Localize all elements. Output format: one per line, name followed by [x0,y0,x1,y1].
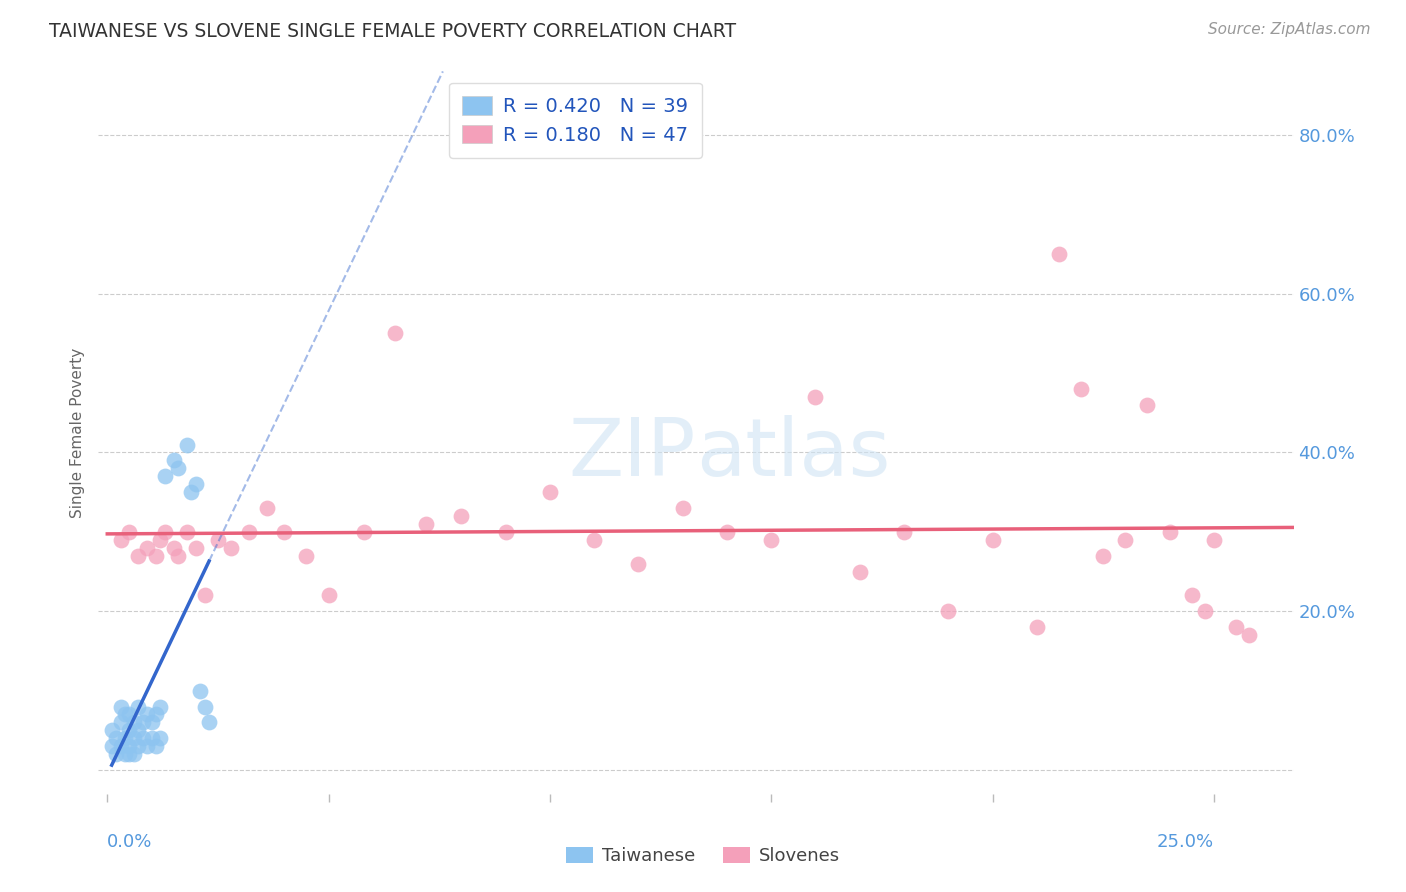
Point [127,549,149,563]
Point [893,524,915,539]
Point [145,707,167,722]
Point [149,731,172,746]
Point [672,501,695,516]
Point [716,524,738,539]
Point [198,715,221,730]
Point [1159,524,1181,539]
Point [538,485,561,500]
Legend: R = 0.420   N = 39, R = 0.180   N = 47: R = 0.420 N = 39, R = 0.180 N = 47 [449,83,702,159]
Point [118,723,141,738]
Point [127,723,149,738]
Point [122,715,145,730]
Legend: Taiwanese, Slovenes: Taiwanese, Slovenes [560,839,846,872]
Point [176,437,198,451]
Point [936,604,959,618]
Point [1047,247,1070,261]
Text: Source: ZipAtlas.com: Source: ZipAtlas.com [1208,22,1371,37]
Point [163,453,186,467]
Point [238,524,260,539]
Point [149,533,172,547]
Point [114,707,136,722]
Point [804,390,827,404]
Point [1194,604,1216,618]
Text: 0.0%: 0.0% [107,833,153,851]
Point [450,508,472,523]
Point [180,485,202,500]
Point [114,731,136,746]
Point [1136,398,1159,412]
Point [219,541,242,555]
Point [105,731,128,746]
Point [353,524,375,539]
Point [110,533,132,547]
Point [176,524,198,539]
Point [188,683,211,698]
Point [1114,533,1136,547]
Text: atlas: atlas [696,416,890,493]
Point [110,739,132,754]
Point [131,715,153,730]
Point [110,699,132,714]
Point [136,541,159,555]
Point [1025,620,1047,634]
Point [627,557,650,571]
Point [194,699,217,714]
Point [207,533,229,547]
Point [114,747,136,761]
Point [318,588,340,602]
Point [1202,533,1225,547]
Point [761,533,783,547]
Point [273,524,295,539]
Point [100,739,122,754]
Point [118,747,141,761]
Point [110,715,132,730]
Point [1092,549,1115,563]
Point [136,707,159,722]
Text: ZIP: ZIP [568,416,696,493]
Point [131,731,153,746]
Point [141,731,163,746]
Point [167,461,190,475]
Point [167,549,190,563]
Point [163,541,186,555]
Point [848,565,870,579]
Point [184,477,207,491]
Point [1225,620,1247,634]
Point [127,739,149,754]
Point [1239,628,1261,642]
Point [118,707,141,722]
Point [153,524,176,539]
Point [295,549,318,563]
Point [149,699,172,714]
Point [122,731,145,746]
Point [145,739,167,754]
Point [384,326,406,341]
Point [415,516,437,531]
Point [495,524,517,539]
Point [122,747,145,761]
Point [184,541,207,555]
Point [100,723,122,738]
Point [127,699,149,714]
Point [256,501,278,516]
Point [118,524,141,539]
Point [145,549,167,563]
Point [118,739,141,754]
Point [194,588,217,602]
Point [141,715,163,730]
Point [105,747,128,761]
Point [583,533,606,547]
Point [1070,382,1092,396]
Point [153,469,176,483]
Text: TAIWANESE VS SLOVENE SINGLE FEMALE POVERTY CORRELATION CHART: TAIWANESE VS SLOVENE SINGLE FEMALE POVER… [49,22,737,41]
Point [136,739,159,754]
Y-axis label: Single Female Poverty: Single Female Poverty [70,348,86,517]
Text: 25.0%: 25.0% [1157,833,1213,851]
Point [1181,588,1204,602]
Point [981,533,1004,547]
